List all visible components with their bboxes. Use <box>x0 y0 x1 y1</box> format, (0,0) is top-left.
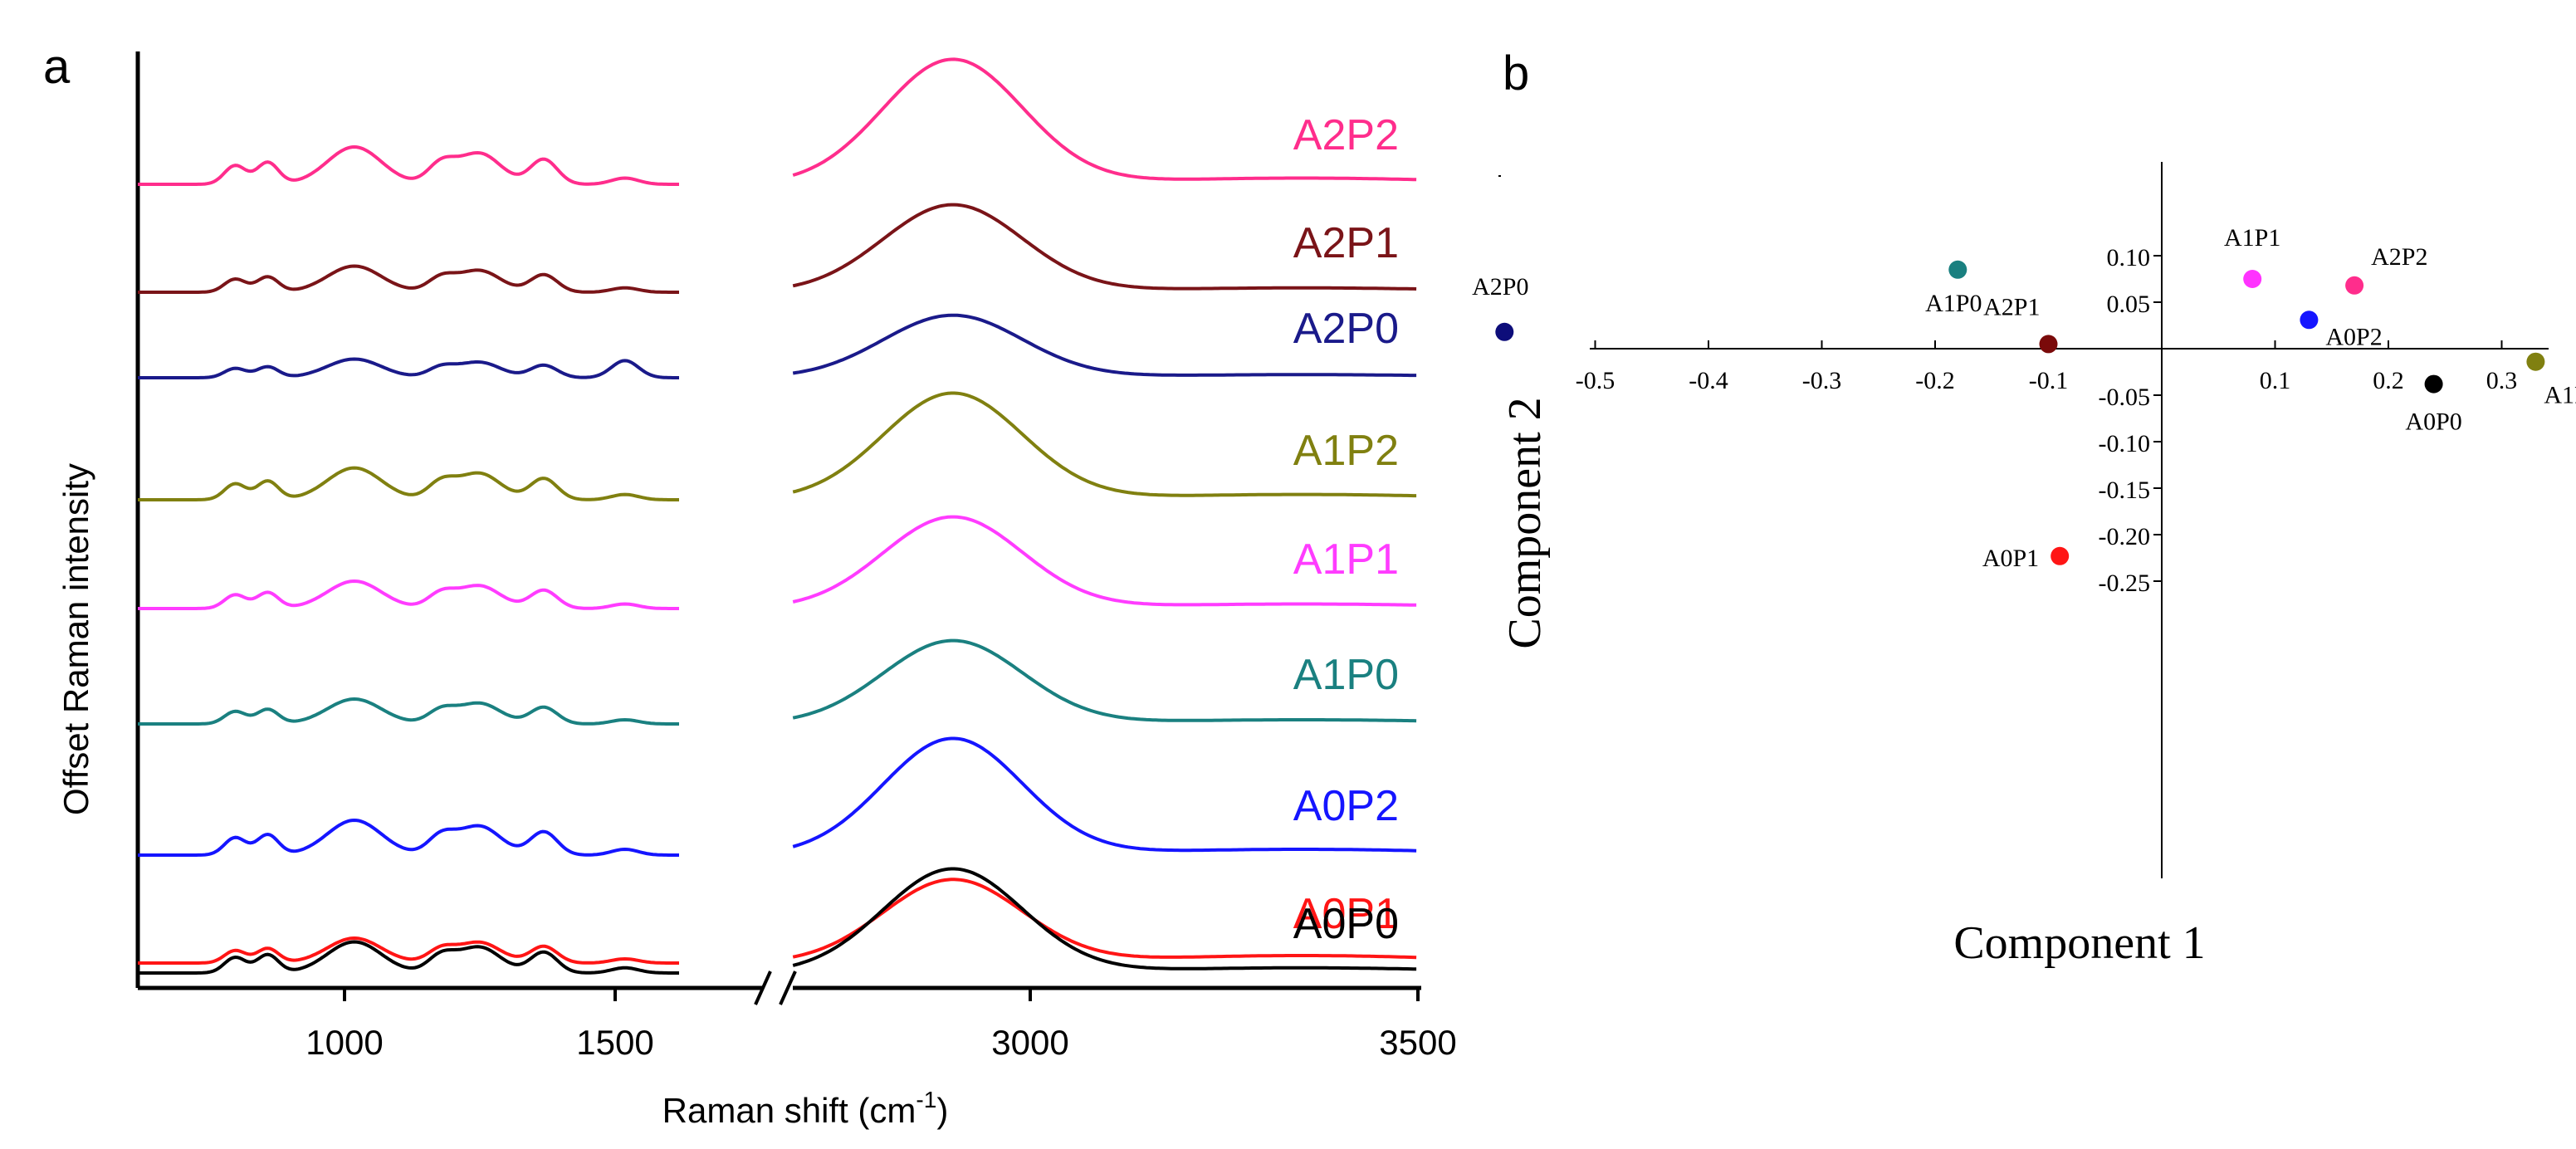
pca-point-a0p1 <box>2051 546 2070 565</box>
spectrum-line-left-a1p1 <box>138 579 679 610</box>
panel-b-ticks: -0.5 -0.4 -0.3 -0.2 -0.1 0.1 0.2 0.3 0.10 0.05 -0.… <box>1576 244 2518 597</box>
spectrum-line-left-a2p0 <box>138 357 679 379</box>
series-label-a1p0: A1P0 <box>1293 651 1399 699</box>
series-label-a2p2: A2P2 <box>1293 111 1399 159</box>
spectrum-line-left-a0p1 <box>138 936 679 965</box>
pca-point-label-a2p2: A2P2 <box>2371 243 2427 271</box>
series-label-a0p1: A0P1 <box>1293 890 1399 938</box>
panel-a-label: a <box>43 40 71 94</box>
spectrum-line-right-a2p1 <box>792 203 1417 291</box>
spectrum-line-right-a1p0 <box>792 638 1417 723</box>
panel-a-y-axis-title: Offset Raman intensity <box>56 463 95 815</box>
pca-point-a0p2 <box>2300 310 2319 330</box>
panel-a-axis-break-mark <box>754 971 797 1005</box>
pca-point-label-a2p1: A2P1 <box>1983 293 2040 320</box>
spectrum-line-left-a1p0 <box>138 697 679 726</box>
spectrum-line-right-a1p2 <box>792 391 1417 498</box>
b-x-tick-label: -0.3 <box>1802 367 1842 394</box>
b-x-tick-label: 0.3 <box>2486 367 2518 394</box>
x-tick-label: 3500 <box>1379 1023 1456 1062</box>
pca-point-label-a0p1: A0P1 <box>1982 545 2039 572</box>
spectrum-line-right-a0p0 <box>792 867 1417 971</box>
series-label-a2p1: A2P1 <box>1293 219 1399 267</box>
pca-point-a2p0 <box>1495 322 1514 341</box>
spectrum-line-left-a0p2 <box>138 818 679 857</box>
b-y-tick-label: -0.15 <box>2099 477 2151 504</box>
b-y-tick-label: -0.05 <box>2099 384 2151 411</box>
x-tick-label: 1500 <box>576 1023 653 1062</box>
spectrum-line-left-a2p1 <box>138 264 679 294</box>
pca-point-label-a0p0: A0P0 <box>2405 408 2461 436</box>
pca-point-a1p0 <box>1948 260 1967 279</box>
panel-a-x-axis-title: Raman shift (cm-1) <box>662 1087 949 1130</box>
b-x-tick-label: -0.4 <box>1689 367 1728 394</box>
pca-point-a0p0 <box>2424 374 2443 394</box>
spectrum-line-right-a0p1 <box>792 878 1417 960</box>
spectrum-line-right-a1p1 <box>792 515 1417 607</box>
b-y-tick-label: -0.10 <box>2099 430 2151 457</box>
b-x-tick-label: 0.1 <box>2260 367 2291 394</box>
panel-b-y-axis-title: Component 2 <box>1499 397 1551 648</box>
spectrum-line-left-a0p0 <box>138 940 679 975</box>
series-label-a1p2: A1P2 <box>1293 427 1399 475</box>
spectrum-line-right-a2p0 <box>792 313 1417 378</box>
pca-point-label-a2p0: A2P0 <box>1472 273 1528 301</box>
b-y-tick-label: -0.20 <box>2099 523 2151 550</box>
panel-b-pca-scatter: b -0.5 -0.4 -0.3 -0.2 -0.1 0.1 0.2 0.30.100.05-… <box>1472 46 2576 969</box>
pca-point-label-a1p2: A1P2 <box>2544 382 2576 409</box>
panel-a-x-ticks: 1000 1500 3000 3500 <box>306 988 1457 1062</box>
spectrum-line-left-a2p2 <box>138 144 679 186</box>
panel-b-x-axis-title: Component 1 <box>1953 917 2205 969</box>
panel-a-spectra-chart: a 1000 1500 3000 3500 Raman shift (cm-1)… <box>43 40 1457 1130</box>
spectrum-line-left-a1p2 <box>138 466 679 501</box>
series-label-a1p1: A1P1 <box>1293 535 1399 584</box>
pca-point-a2p2 <box>2345 276 2364 295</box>
spectrum-line-right-a0p2 <box>792 736 1417 853</box>
spectrum-line-right-a2p2 <box>792 57 1417 182</box>
b-y-tick-label: 0.10 <box>2107 244 2151 271</box>
b-y-tick-label: -0.25 <box>2099 570 2151 597</box>
series-label-a2p0: A2P0 <box>1293 305 1399 353</box>
panel-b-label: b <box>1503 46 1529 100</box>
b-x-tick-label: 0.2 <box>2373 367 2404 394</box>
pca-point-label-a0p2: A0P2 <box>2325 323 2382 350</box>
pca-point-a2p1 <box>2039 335 2058 354</box>
x-tick-label: 3000 <box>991 1023 1068 1062</box>
pca-point-label-a1p0: A1P0 <box>1925 290 1982 317</box>
x-tick-label: 1000 <box>306 1023 383 1062</box>
series-label-a0p0: A0P0 <box>1293 900 1399 948</box>
b-x-tick-label: -0.5 <box>1576 367 1615 394</box>
pca-point-label-a1p1: A1P1 <box>2224 224 2280 252</box>
series-label-a0p2: A0P2 <box>1293 782 1399 830</box>
pca-point-a1p1 <box>2243 270 2262 288</box>
b-y-tick-label: 0.05 <box>2107 291 2151 318</box>
b-x-tick-label: -0.1 <box>2029 367 2069 394</box>
b-x-tick-label: -0.2 <box>1915 367 1955 394</box>
pca-point-a1p2 <box>2526 352 2545 371</box>
